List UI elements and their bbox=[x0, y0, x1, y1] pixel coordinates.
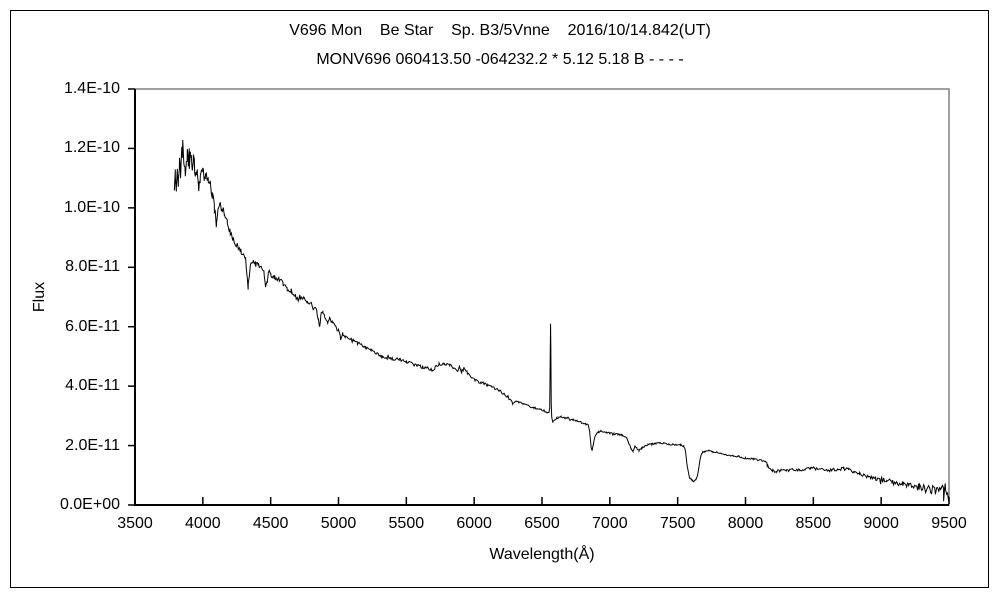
x-tick-label: 9000 bbox=[863, 515, 899, 532]
chart-subtitle: MONV696 060413.50 -064232.2 * 5.12 5.18 … bbox=[316, 51, 684, 68]
plot-frame bbox=[134, 88, 950, 506]
x-tick-label: 6500 bbox=[524, 515, 560, 532]
y-tick-label: 6.0E-11 bbox=[65, 317, 120, 335]
x-axis-title: Wavelength(Å) bbox=[489, 546, 595, 563]
x-tick-label: 6000 bbox=[456, 515, 492, 532]
spectrum-line bbox=[173, 140, 950, 502]
x-tick-label: 5000 bbox=[320, 515, 357, 532]
x-tick-label: 9500 bbox=[931, 515, 967, 532]
x-tick-label: 7000 bbox=[592, 515, 628, 532]
x-tick-label: 8000 bbox=[727, 515, 764, 532]
x-tick-label: 8500 bbox=[795, 515, 832, 532]
y-tick-label: 8.0E-11 bbox=[65, 258, 120, 276]
y-tick-label: 0.0E+00 bbox=[59, 496, 120, 513]
x-tick-label: 3500 bbox=[117, 515, 153, 532]
axis-lines bbox=[134, 89, 949, 506]
figure-border bbox=[10, 10, 989, 588]
chart-title: V696 Mon Be Star Sp. B3/5Vnne 2016/10/14… bbox=[289, 22, 711, 39]
x-tick-label: 7500 bbox=[659, 515, 696, 532]
x-tick-label: 4000 bbox=[185, 515, 221, 532]
y-tick-label: 1.2E-10 bbox=[63, 139, 120, 157]
y-tick-label: 1.0E-10 bbox=[63, 198, 120, 216]
x-tick-label: 5500 bbox=[388, 515, 425, 532]
y-tick-label: 4.0E-11 bbox=[65, 377, 120, 395]
y-tick-label: 1.4E-10 bbox=[63, 80, 120, 97]
x-tick-label: 4500 bbox=[252, 515, 289, 532]
y-tick-label: 2.0E-11 bbox=[65, 436, 120, 454]
